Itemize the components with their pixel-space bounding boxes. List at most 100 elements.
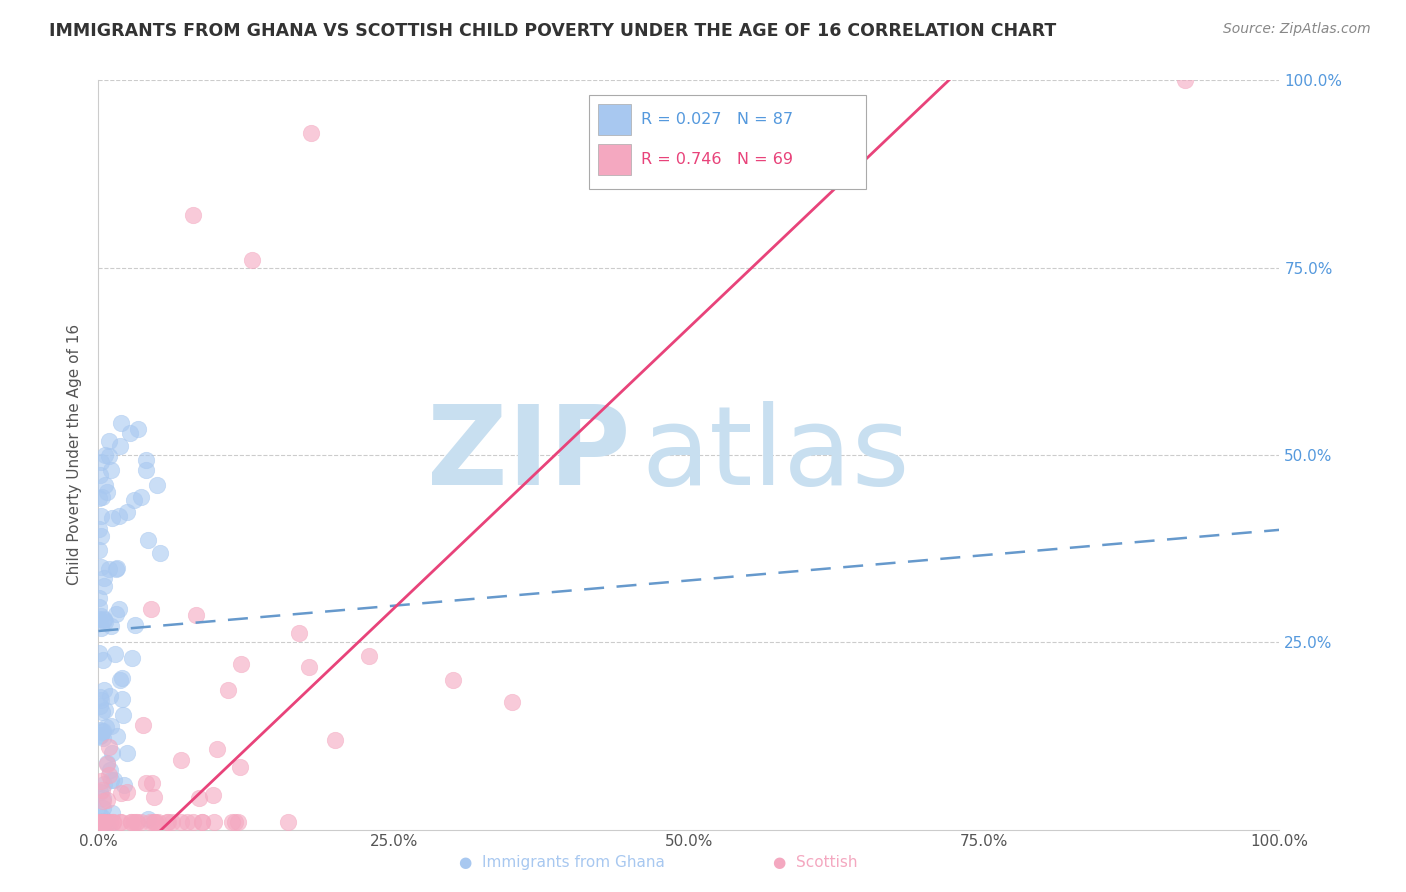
Point: [142, 815, 165, 830]
Point: [105, 561, 128, 575]
Point: [143, 789, 166, 804]
Point: [97, 820, 120, 834]
Point: [226, 815, 249, 830]
Point: [101, 815, 124, 830]
Point: [202, 788, 225, 802]
Point: [143, 815, 166, 830]
Point: [97, 739, 120, 754]
Bar: [598, 103, 631, 135]
Point: [89, 785, 111, 799]
Point: [91, 815, 114, 830]
Point: [323, 732, 346, 747]
Point: [89, 467, 111, 482]
Point: [87, 612, 110, 626]
Point: [221, 815, 243, 830]
Point: [108, 673, 131, 687]
Point: [131, 815, 153, 830]
Point: [94, 703, 117, 717]
Point: [90, 455, 112, 469]
Point: [104, 562, 127, 576]
Point: [115, 785, 138, 799]
Point: [135, 463, 157, 477]
Text: atlas: atlas: [641, 401, 910, 508]
Point: [131, 717, 153, 731]
Point: [90, 490, 112, 504]
Point: [1174, 73, 1197, 87]
Point: [202, 815, 225, 830]
Point: [90, 728, 112, 742]
Point: [100, 463, 122, 477]
Point: [110, 787, 132, 801]
Point: [115, 746, 138, 760]
Point: [90, 608, 112, 623]
Point: [104, 607, 127, 621]
Point: [93, 683, 115, 698]
Point: [90, 509, 112, 524]
Point: [91, 815, 114, 830]
Point: [96, 757, 118, 772]
Bar: [598, 144, 631, 176]
Point: [357, 648, 380, 663]
Point: [100, 719, 122, 733]
FancyBboxPatch shape: [589, 95, 866, 189]
Point: [90, 724, 112, 739]
Point: [136, 533, 159, 547]
Point: [224, 815, 246, 830]
Point: [94, 615, 117, 630]
Point: [136, 812, 159, 826]
Point: [122, 492, 145, 507]
Point: [183, 815, 205, 830]
Point: [93, 777, 115, 791]
Point: [149, 545, 172, 559]
Point: [169, 753, 191, 767]
Point: [135, 776, 157, 790]
Point: [93, 579, 115, 593]
Point: [91, 723, 114, 738]
Point: [101, 805, 124, 820]
Point: [120, 425, 142, 440]
Point: [110, 439, 132, 453]
Point: [91, 790, 114, 805]
Point: [90, 705, 112, 719]
Point: [89, 815, 111, 830]
Y-axis label: Child Poverty Under the Age of 16: Child Poverty Under the Age of 16: [67, 325, 83, 585]
Text: ZIP: ZIP: [426, 401, 630, 508]
Point: [91, 653, 114, 667]
Point: [90, 809, 112, 823]
Point: [127, 422, 149, 436]
Point: [91, 794, 114, 808]
Point: [97, 449, 120, 463]
Point: [205, 742, 228, 756]
Point: [181, 208, 204, 222]
Point: [98, 763, 121, 777]
Point: [139, 602, 162, 616]
Point: [100, 746, 122, 760]
Point: [96, 793, 118, 807]
Point: [90, 693, 112, 707]
Text: R = 0.746   N = 69: R = 0.746 N = 69: [641, 153, 793, 167]
Point: [141, 775, 163, 789]
Point: [143, 815, 166, 830]
Point: [98, 768, 121, 782]
Point: [104, 647, 127, 661]
Point: [298, 659, 321, 673]
Point: [115, 505, 138, 519]
Point: [111, 671, 134, 685]
Point: [138, 815, 160, 830]
Point: [93, 815, 115, 830]
Point: [170, 815, 193, 830]
Point: [108, 508, 131, 523]
Point: [93, 815, 115, 830]
Point: [101, 815, 124, 830]
Point: [100, 619, 122, 633]
Point: [93, 571, 115, 585]
Point: [90, 815, 112, 830]
Point: [90, 528, 112, 542]
Point: [110, 417, 132, 431]
Point: [190, 815, 212, 830]
Point: [176, 815, 198, 830]
Point: [97, 561, 120, 575]
Point: [87, 646, 110, 660]
Point: [188, 790, 211, 805]
Point: [93, 448, 115, 462]
